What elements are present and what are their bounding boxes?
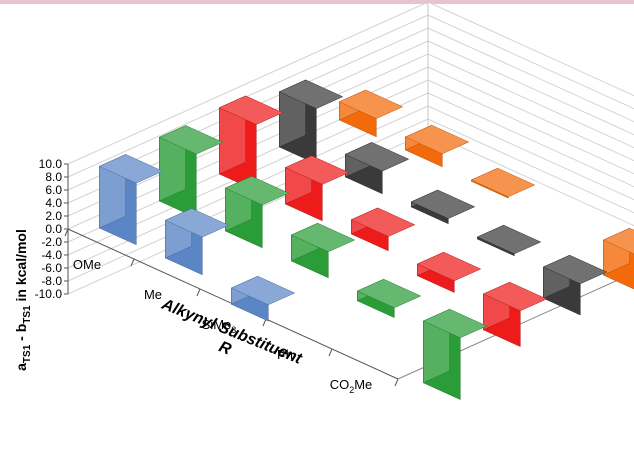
y-axis-title-part: - b (13, 324, 29, 345)
y-tick-label: 4.0 (45, 196, 62, 210)
category-label: Me (144, 287, 162, 302)
bar-top-face (476, 224, 542, 255)
bar-top-face (224, 176, 290, 206)
category-label-part: 2 (349, 385, 354, 395)
category-label: CO2Me (330, 377, 373, 395)
x-tick-mark (196, 288, 201, 297)
bar-top-face (410, 189, 476, 219)
category-label-part: Me (144, 287, 162, 302)
top-border (0, 0, 634, 4)
bar-top-face (218, 95, 284, 125)
bar-top-face (338, 89, 404, 119)
y-tick-label: 10.0 (39, 157, 63, 171)
category-label-part: 3 (231, 325, 236, 335)
y-tick-label: -6.0 (41, 261, 62, 275)
bar-top-face (350, 207, 416, 237)
bar-top-face (98, 154, 164, 184)
x-tick-mark (262, 318, 267, 327)
y-axis-title-part: TS1 (22, 305, 33, 324)
x-axis-title-line: Alkynyl Substituent (158, 296, 304, 368)
category-label-part: OMe (73, 257, 101, 272)
category-label: Ph (277, 347, 293, 362)
bar-top-face (344, 142, 410, 172)
y-tick-label: -10.0 (35, 287, 63, 301)
x-tick-mark (328, 348, 333, 357)
x-axis-title: Alkynyl SubstituentR (152, 296, 305, 385)
bar-top-face (278, 79, 344, 109)
bar-top-face (422, 308, 488, 339)
x-tick-mark (394, 378, 399, 387)
category-label-part: CO (330, 377, 350, 392)
category-label: OMe (73, 257, 101, 272)
y-axis-title-part: in kcal/mol (13, 229, 29, 305)
bar-top-face (470, 167, 536, 198)
bar-top-face (356, 278, 422, 309)
bar-top-face (284, 155, 350, 185)
bar-top-face (290, 222, 356, 253)
bar-top-face (404, 124, 470, 155)
y-tick-label: 0.0 (45, 222, 62, 236)
bar-top-face (164, 208, 230, 238)
bar-top-face (416, 251, 482, 282)
bar-top-face (158, 125, 224, 155)
bar-top-face (602, 227, 634, 255)
y-tick-label: 8.0 (45, 170, 62, 184)
category-label: SiMe3 (202, 317, 237, 335)
y-axis-title: aTS1 - bTS1 in kcal/mol (13, 229, 33, 371)
y-tick-label: -8.0 (41, 274, 62, 288)
x-tick-mark (64, 228, 69, 237)
bar-top-face (482, 281, 548, 312)
bar-top-face (230, 275, 296, 306)
bar-top-face (542, 254, 608, 285)
y-axis-title-part: a (13, 363, 29, 371)
category-label-part: SiMe (202, 317, 232, 332)
y-tick-label: -2.0 (41, 235, 62, 249)
y-tick-label: 2.0 (45, 209, 62, 223)
y-tick-label: 6.0 (45, 183, 62, 197)
category-label-part: Me (354, 377, 372, 392)
category-label-part: Ph (277, 347, 293, 362)
x-axis-title-line: R (216, 338, 233, 358)
y-axis-title-part: TS1 (22, 344, 33, 363)
y-tick-label: -4.0 (41, 248, 62, 262)
x-tick-mark (130, 258, 135, 267)
